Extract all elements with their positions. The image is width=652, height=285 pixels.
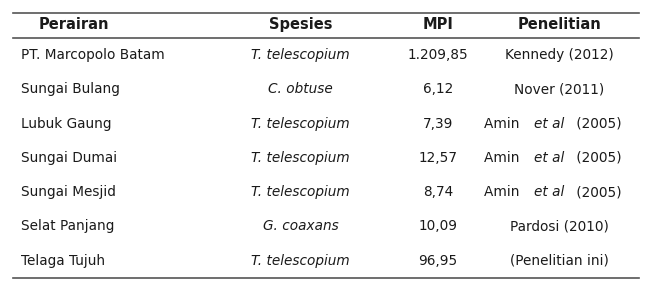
Text: PT. Marcopolo Batam: PT. Marcopolo Batam bbox=[21, 48, 164, 62]
Text: T. telescopium: T. telescopium bbox=[251, 117, 349, 131]
Text: et al: et al bbox=[534, 185, 564, 199]
Text: Sungai Dumai: Sungai Dumai bbox=[21, 151, 117, 165]
Text: (Penelitian ini): (Penelitian ini) bbox=[510, 254, 609, 268]
Text: Lubuk Gaung: Lubuk Gaung bbox=[21, 117, 111, 131]
Text: Kennedy (2012): Kennedy (2012) bbox=[505, 48, 614, 62]
Text: Selat Panjang: Selat Panjang bbox=[21, 219, 114, 233]
Text: T. telescopium: T. telescopium bbox=[251, 151, 349, 165]
Text: (2005): (2005) bbox=[572, 117, 622, 131]
Text: Amin: Amin bbox=[484, 185, 524, 199]
Text: Pardosi (2010): Pardosi (2010) bbox=[510, 219, 609, 233]
Text: Amin: Amin bbox=[484, 117, 524, 131]
Text: 10,09: 10,09 bbox=[419, 219, 457, 233]
Text: et al: et al bbox=[534, 117, 564, 131]
Text: T. telescopium: T. telescopium bbox=[251, 254, 349, 268]
Text: Amin: Amin bbox=[484, 151, 524, 165]
Text: 7,39: 7,39 bbox=[422, 117, 453, 131]
Text: G. coaxans: G. coaxans bbox=[263, 219, 338, 233]
Text: 6,12: 6,12 bbox=[422, 82, 453, 96]
Text: 8,74: 8,74 bbox=[422, 185, 453, 199]
Text: T. telescopium: T. telescopium bbox=[251, 185, 349, 199]
Text: 96,95: 96,95 bbox=[418, 254, 458, 268]
Text: 12,57: 12,57 bbox=[419, 151, 457, 165]
Text: Perairan: Perairan bbox=[38, 17, 109, 32]
Text: Penelitian: Penelitian bbox=[517, 17, 601, 32]
Text: 1.209,85: 1.209,85 bbox=[408, 48, 468, 62]
Text: et al: et al bbox=[534, 151, 564, 165]
Text: T. telescopium: T. telescopium bbox=[251, 48, 349, 62]
Text: C. obtuse: C. obtuse bbox=[268, 82, 333, 96]
Text: (2005): (2005) bbox=[572, 185, 622, 199]
Text: Sungai Mesjid: Sungai Mesjid bbox=[21, 185, 115, 199]
Text: MPI: MPI bbox=[422, 17, 453, 32]
Text: (2005): (2005) bbox=[572, 151, 622, 165]
Text: Spesies: Spesies bbox=[269, 17, 332, 32]
Text: Nover (2011): Nover (2011) bbox=[514, 82, 604, 96]
Text: Sungai Bulang: Sungai Bulang bbox=[21, 82, 119, 96]
Text: Telaga Tujuh: Telaga Tujuh bbox=[21, 254, 105, 268]
